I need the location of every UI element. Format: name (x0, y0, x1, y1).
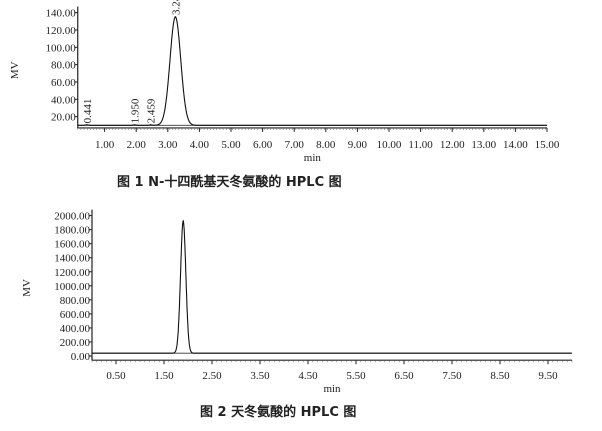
x-tick-label: 4.00 (190, 139, 210, 151)
x-tick-label: 5.00 (221, 139, 241, 151)
chart-2-caption: 图 2 天冬氨酸的 HPLC 图 (200, 404, 356, 420)
y-tick-label: 1600.00 (54, 239, 90, 251)
x-tick-label: 3.00 (158, 139, 178, 151)
x-tick-label: 9.00 (348, 139, 368, 151)
y-tick-label: 400.00 (60, 323, 91, 335)
x-tick-label: 13.00 (471, 139, 496, 151)
x-tick-label: 8.50 (490, 370, 510, 382)
x-tick-label: 2.50 (202, 370, 222, 382)
y-tick-label: 140.00 (45, 8, 76, 20)
x-tick-label: 7.00 (285, 139, 305, 151)
x-tick-label: 12.00 (440, 139, 465, 151)
peak-label: 3.240 (170, 0, 182, 15)
x-tick-label: 4.50 (298, 370, 318, 382)
y-tick-label: 40.00 (51, 94, 76, 106)
y-tick-label: 1200.00 (54, 267, 90, 279)
x-tick-label: 3.50 (250, 370, 270, 382)
y-tick-label: 20.00 (51, 112, 76, 124)
peak-point (174, 16, 177, 18)
x-tick-label: 2.00 (127, 139, 147, 151)
x-tick-label: 6.00 (253, 139, 273, 151)
x-tick-label: 5.50 (346, 370, 366, 382)
x-axis-label: min (304, 152, 322, 164)
chart-1-hplc-n-myristoyl-aspartic-acid: 1.00 2.00 3.00 4.00 5.00 6.00 7.00 8.00 9.00 10.0… (9, 0, 560, 164)
x-tick-label: 11.00 (408, 139, 433, 151)
chart-2-hplc-aspartic-acid: 0.50 1.50 2.50 3.50 4.50 5.50 6.50 7.50 8.50 9.50… (21, 209, 573, 395)
x-tick-label: 10.00 (377, 139, 402, 151)
y-axis-label: MV (21, 279, 33, 297)
y-tick-label: 800.00 (60, 295, 91, 307)
y-tick-label: 80.00 (51, 60, 76, 72)
peak-label: 1.950 (130, 98, 142, 123)
x-tick-label: 9.50 (538, 370, 558, 382)
y-axis-label: MV (9, 61, 21, 79)
x-tick-label: 6.50 (394, 370, 414, 382)
y-tick-label: 1000.00 (54, 281, 90, 293)
y-tick-label: 100.00 (45, 42, 76, 54)
y-tick-label: 120.00 (45, 25, 76, 37)
chart-1-caption: 图 1 N-十四酰基天冬氨酸的 HPLC 图 (117, 174, 342, 190)
y-tick-label: 200.00 (60, 337, 91, 349)
x-tick-label: 15.00 (535, 139, 560, 151)
peak-label: 0.441 (82, 99, 94, 124)
x-tick-label: 1.50 (154, 370, 174, 382)
x-tick-label: 0.50 (106, 370, 126, 382)
x-tick-label: 1.00 (95, 139, 115, 151)
peak-point (133, 124, 136, 126)
peak-point (182, 220, 184, 223)
peak-point (149, 124, 152, 126)
y-tick-label: 2000.00 (54, 211, 90, 223)
peak-point (86, 124, 88, 126)
x-tick-label: 8.00 (316, 139, 336, 151)
y-tick-label: 1400.00 (54, 253, 90, 265)
x-axis-label: min (323, 383, 341, 395)
y-tick-label: 0.00 (71, 351, 91, 363)
y-tick-label: 1800.00 (54, 225, 90, 237)
x-tick-label: 14.00 (503, 139, 528, 151)
peak-label: 2.459 (146, 98, 158, 123)
y-tick-label: 60.00 (51, 77, 76, 89)
chromatogram-trace (92, 219, 572, 354)
y-tick-label: 600.00 (60, 309, 91, 321)
x-tick-label: 7.50 (442, 370, 462, 382)
chromatogram-trace (77, 16, 547, 126)
